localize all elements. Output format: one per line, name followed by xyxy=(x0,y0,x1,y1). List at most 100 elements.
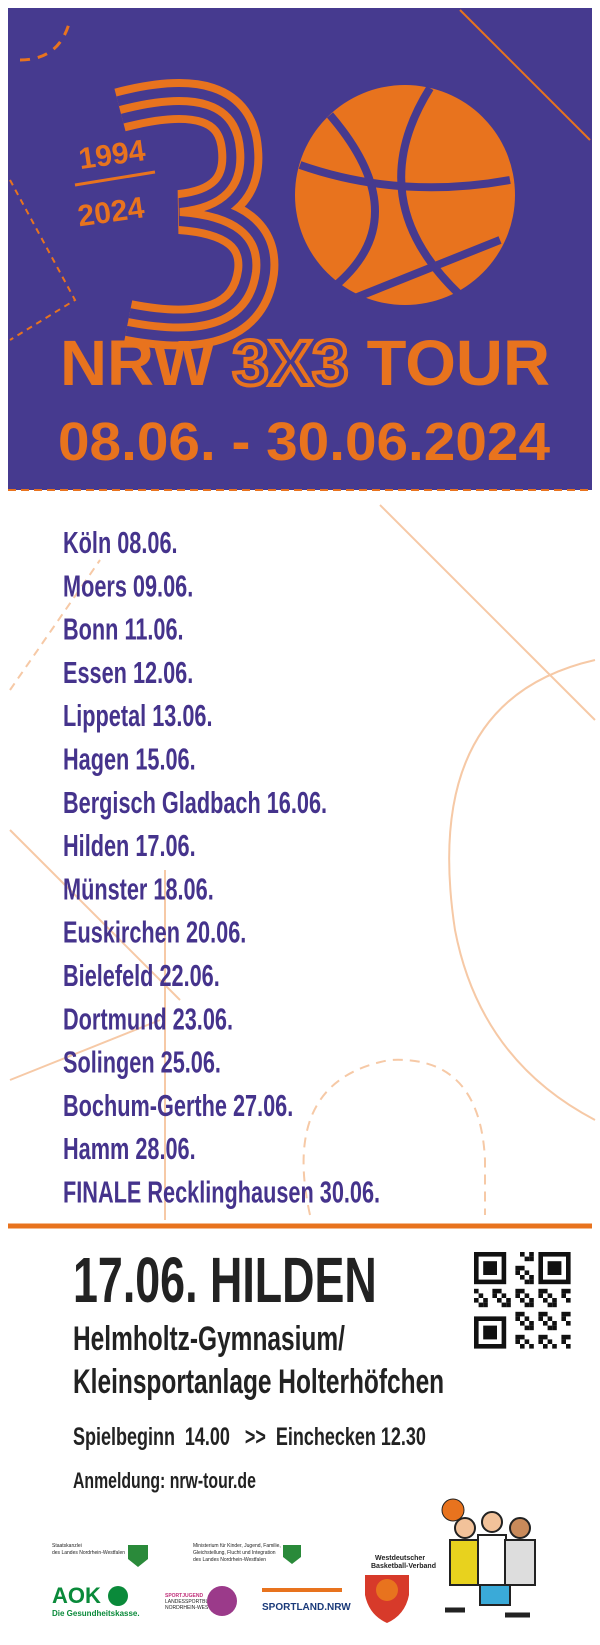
qr-module xyxy=(520,1311,525,1317)
qr-module xyxy=(483,1302,488,1308)
qr-module xyxy=(547,1302,553,1308)
header-decor xyxy=(9,9,591,350)
qr-module xyxy=(506,1302,511,1308)
qr-finder xyxy=(483,1325,497,1340)
qr-module xyxy=(543,1334,548,1340)
qr-module xyxy=(515,1270,520,1275)
venue-group: Helmholtz-Gymnasium/ Kleinsportanlage Ho… xyxy=(73,1320,444,1401)
qr-module xyxy=(524,1293,530,1298)
sponsor-text: des Landes Nordrhein-Westfalen xyxy=(193,1557,266,1563)
schedule-row: Lippetal 13.06. xyxy=(63,698,213,733)
qr-module xyxy=(538,1293,543,1298)
venue-line: Helmholtz-Gymnasium/ xyxy=(73,1320,345,1358)
qr-module xyxy=(566,1311,571,1317)
qr-module xyxy=(547,1293,553,1298)
title-nrw: NRW xyxy=(60,327,215,399)
schedule-item: Solingen 25.06. xyxy=(63,1045,221,1080)
qr-module xyxy=(538,1339,543,1344)
qr-finder xyxy=(547,1261,562,1275)
qr-module xyxy=(478,1302,484,1308)
qr-module xyxy=(520,1275,525,1280)
schedule-row: Essen 12.06. xyxy=(63,655,193,690)
sponsor-text: Gleichstellung, Flucht und Integration xyxy=(193,1550,276,1556)
sportland-stripe xyxy=(262,1588,342,1592)
qr-module xyxy=(501,1293,507,1298)
qr-module xyxy=(497,1298,502,1303)
qr-module xyxy=(474,1288,479,1294)
qr-module xyxy=(529,1302,534,1308)
schedule-item: Lippetal 13.06. xyxy=(63,698,213,733)
schedule-row: Solingen 25.06. xyxy=(63,1045,221,1080)
registration-group: Anmeldung: nrw-tour.de xyxy=(73,1470,256,1494)
qr-module xyxy=(529,1325,534,1331)
qr-module xyxy=(561,1293,566,1298)
qr-module xyxy=(529,1279,534,1285)
qr-code xyxy=(474,1252,571,1349)
schedule-row: Dortmund 23.06. xyxy=(63,1001,233,1036)
qr-module xyxy=(515,1334,520,1340)
qr-module xyxy=(529,1298,534,1303)
qr-module xyxy=(561,1288,566,1294)
qr-module xyxy=(520,1298,525,1303)
qr-module xyxy=(538,1311,543,1317)
qr-module xyxy=(529,1321,534,1326)
qr-module xyxy=(543,1298,548,1303)
qr-module xyxy=(524,1325,530,1331)
tour-title: NRW 3X3 TOUR xyxy=(60,327,550,399)
qr-module xyxy=(529,1344,534,1349)
venue-line: Kleinsportanlage Holterhöfchen xyxy=(73,1363,444,1401)
schedule-item: Bergisch Gladbach 16.06. xyxy=(63,785,327,820)
schedule-item: Münster 18.06. xyxy=(63,872,214,907)
sponsor-text: Westdeutscher xyxy=(375,1555,425,1562)
tour-dates: 08.06. - 30.06.2024 xyxy=(58,412,550,472)
schedule-row: Hilden 17.06. xyxy=(63,828,196,863)
qr-module xyxy=(552,1302,557,1308)
qr-module xyxy=(501,1302,507,1308)
schedule-item: Hagen 15.06. xyxy=(63,742,196,777)
registration: Anmeldung: nrw-tour.de xyxy=(73,1470,256,1494)
sponsor-text: NORDRHEIN-WESTFALEN xyxy=(165,1605,228,1611)
qr-module xyxy=(561,1316,566,1321)
qr-module xyxy=(552,1344,557,1349)
event-headline: 17.06. HILDEN xyxy=(73,1244,377,1316)
schedule-item: Köln 08.06. xyxy=(63,525,178,560)
court-decor xyxy=(9,504,596,1220)
qr-module xyxy=(474,1298,479,1303)
qr-module xyxy=(520,1252,525,1257)
sportland-logo: SPORTLAND.NRW xyxy=(262,1602,351,1613)
qr-module xyxy=(543,1311,548,1317)
times-group: Spielbeginn 14.00 >> Einchecken 12.30 xyxy=(73,1422,426,1451)
qr-finder xyxy=(483,1261,497,1275)
qr-module xyxy=(524,1279,530,1285)
basketball xyxy=(295,85,515,305)
qr-module xyxy=(538,1316,543,1321)
qr-module xyxy=(492,1293,497,1298)
qr-module xyxy=(529,1256,534,1262)
qr-module xyxy=(543,1288,548,1294)
players-illustration xyxy=(441,1498,536,1618)
title-3x3: 3X3 xyxy=(233,327,349,399)
qr-module xyxy=(538,1288,543,1294)
qr-module xyxy=(524,1339,530,1344)
qr-module xyxy=(515,1293,520,1298)
qr-module xyxy=(543,1344,548,1349)
qr-module xyxy=(543,1321,548,1326)
qr-module xyxy=(520,1344,525,1349)
qr-module xyxy=(566,1334,571,1340)
qr-module xyxy=(524,1270,530,1275)
schedule-row: Köln 08.06. xyxy=(63,525,178,560)
qr-module xyxy=(515,1311,520,1317)
qr-module xyxy=(529,1275,534,1280)
qr-module xyxy=(520,1321,525,1326)
aok-icon xyxy=(108,1586,128,1606)
qr-module xyxy=(483,1298,488,1303)
qr-module xyxy=(524,1256,530,1262)
wbv-ball xyxy=(376,1579,398,1601)
sportjugend-ball xyxy=(207,1586,237,1616)
qr-module xyxy=(547,1325,553,1331)
qr-module xyxy=(552,1321,557,1326)
qr-module xyxy=(520,1265,525,1271)
event-times: Spielbeginn 14.00 >> Einchecken 12.30 xyxy=(73,1422,426,1451)
qr-module xyxy=(478,1293,484,1298)
